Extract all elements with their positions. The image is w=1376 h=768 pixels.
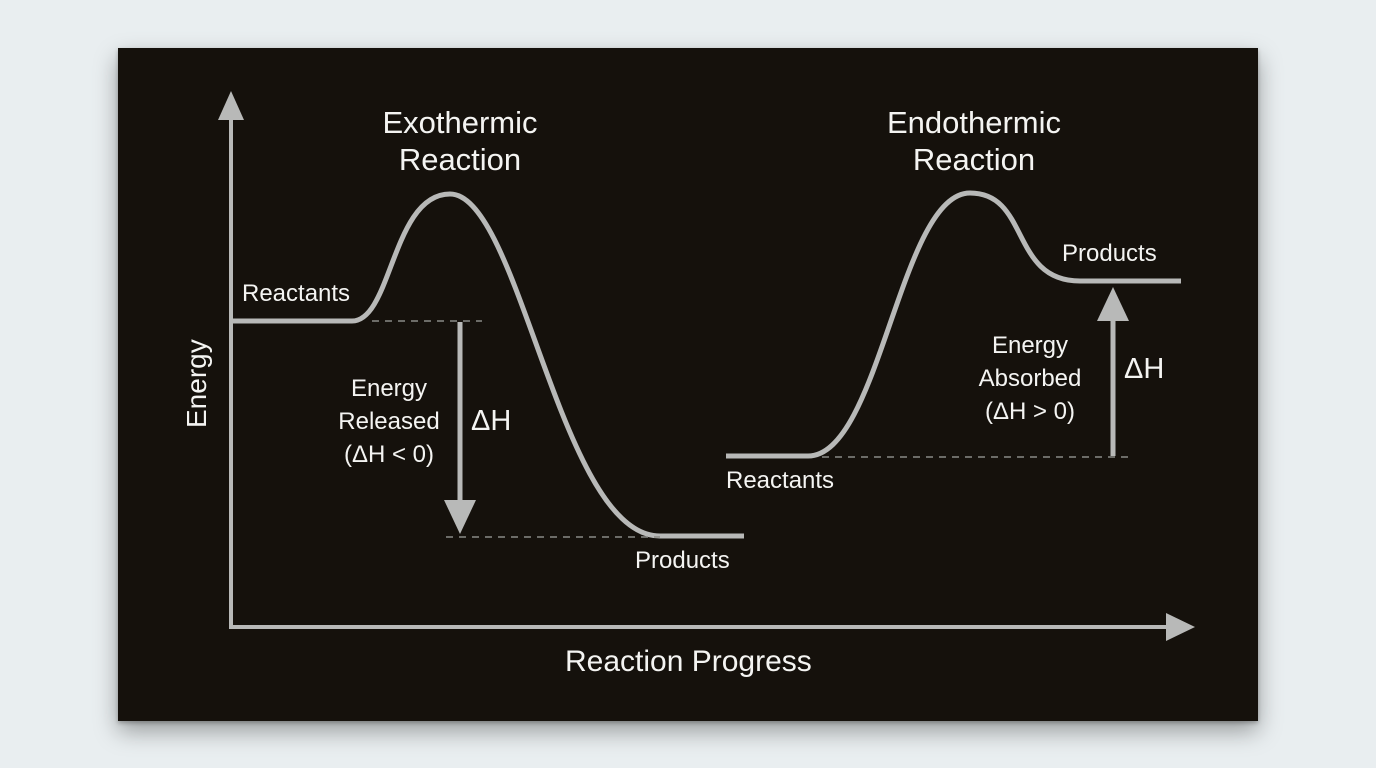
x-axis-label: Reaction Progress xyxy=(565,645,812,678)
energy-diagram-board: Exothermic Reaction Reactants Products E… xyxy=(118,48,1258,721)
exothermic-curve xyxy=(233,191,744,539)
exothermic-title: Exothermic Reaction xyxy=(340,104,580,178)
endo-products-label: Products xyxy=(1062,240,1157,267)
exo-energy-released-note: Energy Released (ΔH < 0) xyxy=(314,372,464,471)
endo-note-line3: (ΔH > 0) xyxy=(984,398,1076,425)
endo-energy-absorbed-note: Energy Absorbed (ΔH > 0) xyxy=(955,329,1105,428)
y-axis xyxy=(218,91,244,628)
y-axis-label: Energy xyxy=(181,339,212,428)
y-axis-arrowhead-icon xyxy=(218,91,244,120)
x-axis-arrowhead-icon xyxy=(1166,613,1195,641)
exo-note-line1: Energy xyxy=(350,375,428,402)
endothermic-title-line2: Reaction xyxy=(912,142,1036,178)
diagram-graphics xyxy=(218,91,1195,641)
endo-note-line1: Energy xyxy=(991,332,1069,359)
exo-delta-h-down-arrow-icon xyxy=(444,500,476,534)
exo-reactants-label: Reactants xyxy=(242,280,351,307)
endothermic-title-line1: Endothermic xyxy=(886,105,1062,140)
endothermic-curve xyxy=(726,190,1181,459)
endo-delta-h-label: ΔH xyxy=(1124,353,1165,385)
exo-products-label: Products xyxy=(635,547,730,574)
x-axis xyxy=(229,613,1195,641)
exo-note-line2: Released xyxy=(338,408,440,435)
exo-note-line3: (ΔH < 0) xyxy=(343,441,435,468)
endo-delta-h-up-arrow-icon xyxy=(1097,287,1129,321)
endothermic-title: Endothermic Reaction xyxy=(854,104,1094,178)
endo-note-line2: Absorbed xyxy=(978,365,1082,392)
exothermic-title-line1: Exothermic xyxy=(382,105,538,140)
endo-reactants-label: Reactants xyxy=(726,467,835,494)
exothermic-title-line2: Reaction xyxy=(398,142,522,178)
exo-delta-h-label: ΔH xyxy=(471,405,512,437)
